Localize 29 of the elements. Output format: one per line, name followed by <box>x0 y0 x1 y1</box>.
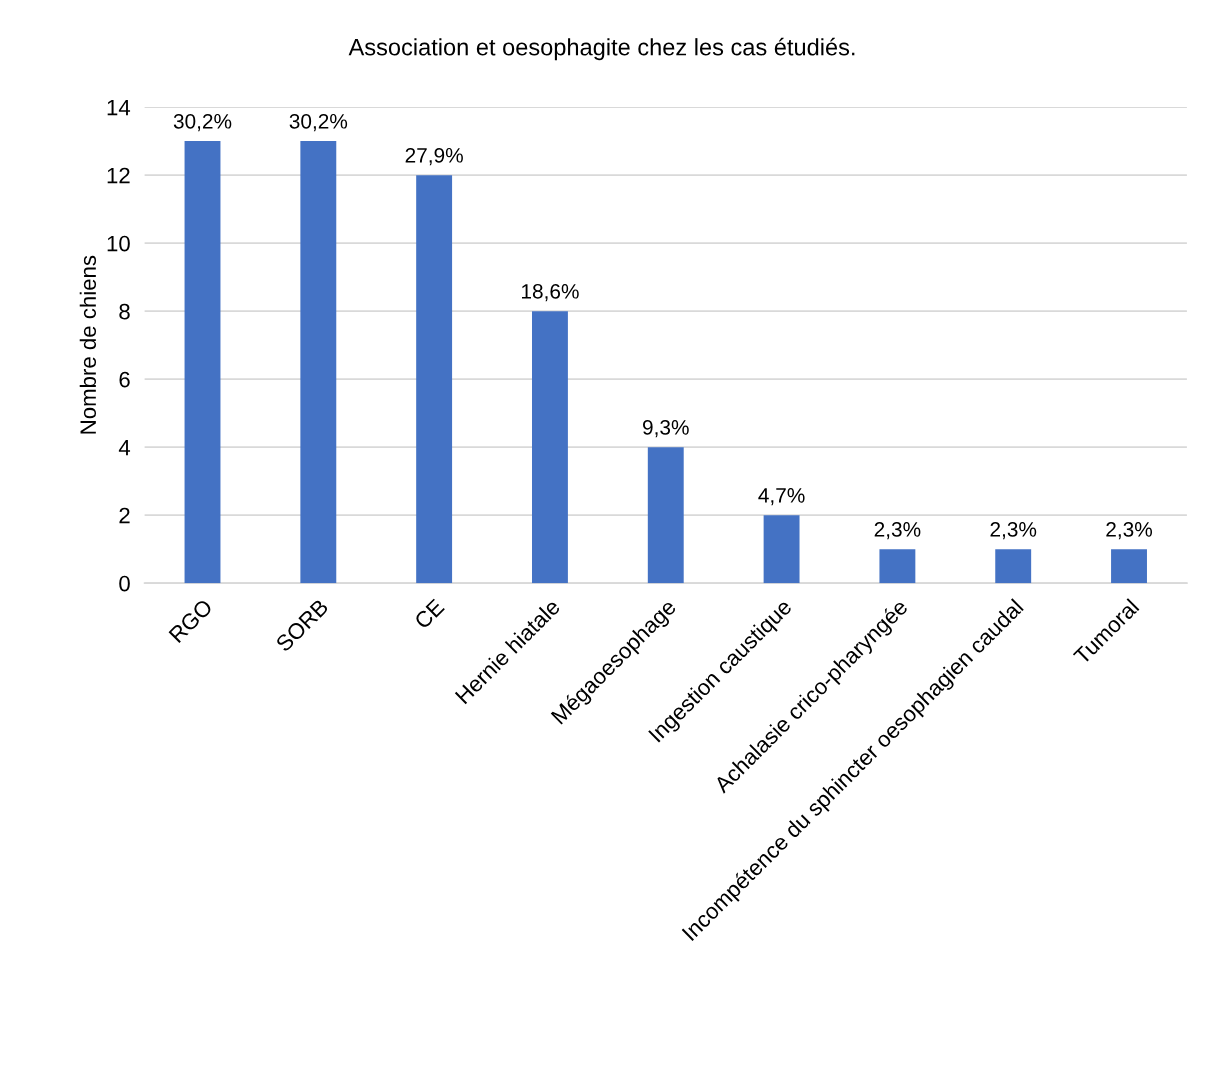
annotation: 2,3% <box>874 521 921 540</box>
annotation: 4,7% <box>758 488 805 506</box>
y-tick-label: 0 <box>119 575 130 592</box>
bar <box>416 175 453 584</box>
y-tick-label: 10 <box>107 235 130 252</box>
annotation: 2,3% <box>990 521 1037 540</box>
bar <box>300 141 337 584</box>
annotation: 30,2% <box>173 113 232 132</box>
bar <box>763 515 800 584</box>
y-tick-label: 8 <box>119 303 130 320</box>
chart-title: Association et oesophagite chez les cas étudiés. <box>348 37 855 61</box>
annotation: 9,3% <box>643 419 689 438</box>
y-axis-title: Nombre de chiens <box>79 255 97 434</box>
y-tick-label: 14 <box>107 99 131 116</box>
bar <box>647 447 684 584</box>
y-tick-label: 12 <box>107 167 130 184</box>
annotation: 18,6% <box>522 283 579 302</box>
annotation: 2,3% <box>1106 521 1153 540</box>
x-tick-label: CE <box>413 598 445 630</box>
y-tick-label: 4 <box>118 439 131 456</box>
bar <box>879 549 916 584</box>
y-tick-label: 6 <box>119 371 130 388</box>
bar <box>995 549 1032 584</box>
annotation: 30,2% <box>289 113 348 132</box>
y-tick-label: 2 <box>119 507 130 524</box>
annotation: 27,9% <box>405 147 463 166</box>
bar <box>1111 549 1147 584</box>
bar <box>184 141 221 584</box>
bar <box>532 311 568 584</box>
